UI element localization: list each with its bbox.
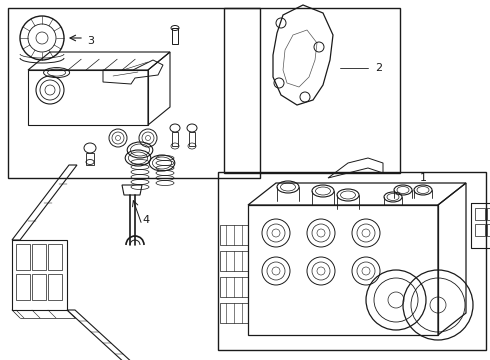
Bar [220,251,248,271]
Bar [220,277,248,297]
Text: 1: 1 [420,173,427,183]
Bar [471,203,490,248]
Bar [8,8,260,178]
Bar [172,28,178,44]
Bar [16,274,30,300]
Bar [475,224,485,236]
Bar [487,224,490,236]
Bar [487,208,490,220]
Text: 4: 4 [142,215,149,225]
Bar [475,208,485,220]
Bar [32,274,46,300]
Bar [48,274,62,300]
Bar [16,244,30,270]
Bar [86,153,94,165]
Bar [220,303,248,323]
Bar [172,132,178,146]
Text: 3: 3 [87,36,94,46]
Bar [218,172,486,350]
Bar [12,240,67,310]
Bar [32,244,46,270]
Bar [189,132,195,146]
Bar [220,225,248,245]
Text: 2: 2 [375,63,382,73]
Bar [224,8,400,173]
Bar [48,244,62,270]
